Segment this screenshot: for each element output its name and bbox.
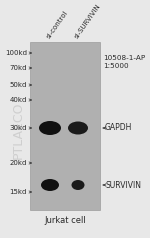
Text: SURVIVIN: SURVIVIN [105, 180, 141, 189]
Text: 50kd: 50kd [10, 82, 27, 88]
Text: 100kd: 100kd [5, 50, 27, 56]
Text: 20kd: 20kd [10, 160, 27, 166]
Ellipse shape [68, 122, 88, 134]
Text: 10508-1-AP
1:5000: 10508-1-AP 1:5000 [103, 55, 145, 69]
Text: 30kd: 30kd [9, 125, 27, 131]
Text: GAPDH: GAPDH [105, 124, 132, 133]
Text: 40kd: 40kd [10, 97, 27, 103]
Text: si-SURVIVIN: si-SURVIVIN [73, 3, 101, 40]
Bar [30, 42, 100, 210]
Ellipse shape [39, 121, 61, 135]
Text: si-control: si-control [45, 10, 69, 40]
Text: 15kd: 15kd [10, 189, 27, 195]
Text: Jurkat cell: Jurkat cell [44, 216, 86, 225]
Ellipse shape [72, 180, 84, 190]
Text: PTLAECO: PTLAECO [12, 101, 24, 159]
Ellipse shape [41, 179, 59, 191]
Text: 70kd: 70kd [9, 65, 27, 71]
